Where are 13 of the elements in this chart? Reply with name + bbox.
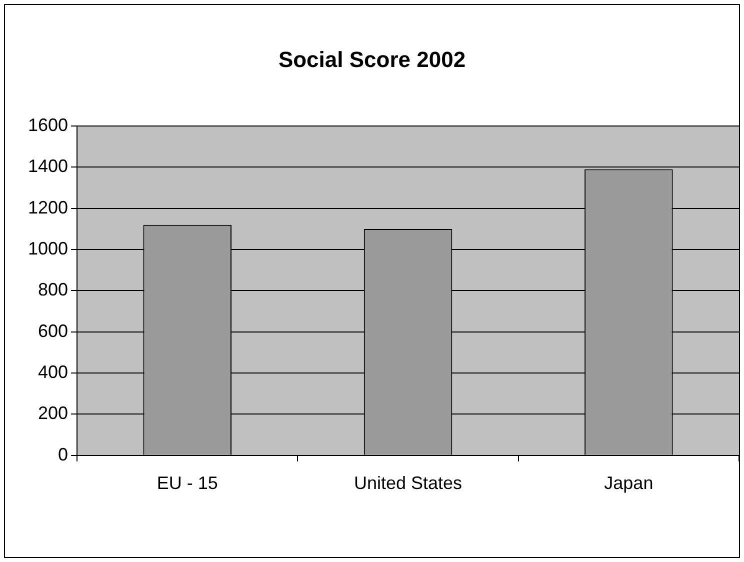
x-tick-label: EU - 15 <box>156 473 218 494</box>
y-tick-label: 200 <box>38 403 68 424</box>
y-tick-label: 1400 <box>28 156 68 176</box>
y-tick-label: 800 <box>38 280 68 300</box>
y-tick-label: 1600 <box>28 114 68 135</box>
y-tick-label: 400 <box>38 362 68 382</box>
y-tick-label: 0 <box>58 444 68 464</box>
x-tick-label: Japan <box>604 473 654 494</box>
x-tick-label: United States <box>354 473 462 494</box>
y-tick-label: 600 <box>38 320 68 341</box>
y-tick-label: 1200 <box>28 197 68 218</box>
chart-title: Social Score 2002 <box>277 47 467 73</box>
y-tick-label: 1000 <box>28 238 68 258</box>
